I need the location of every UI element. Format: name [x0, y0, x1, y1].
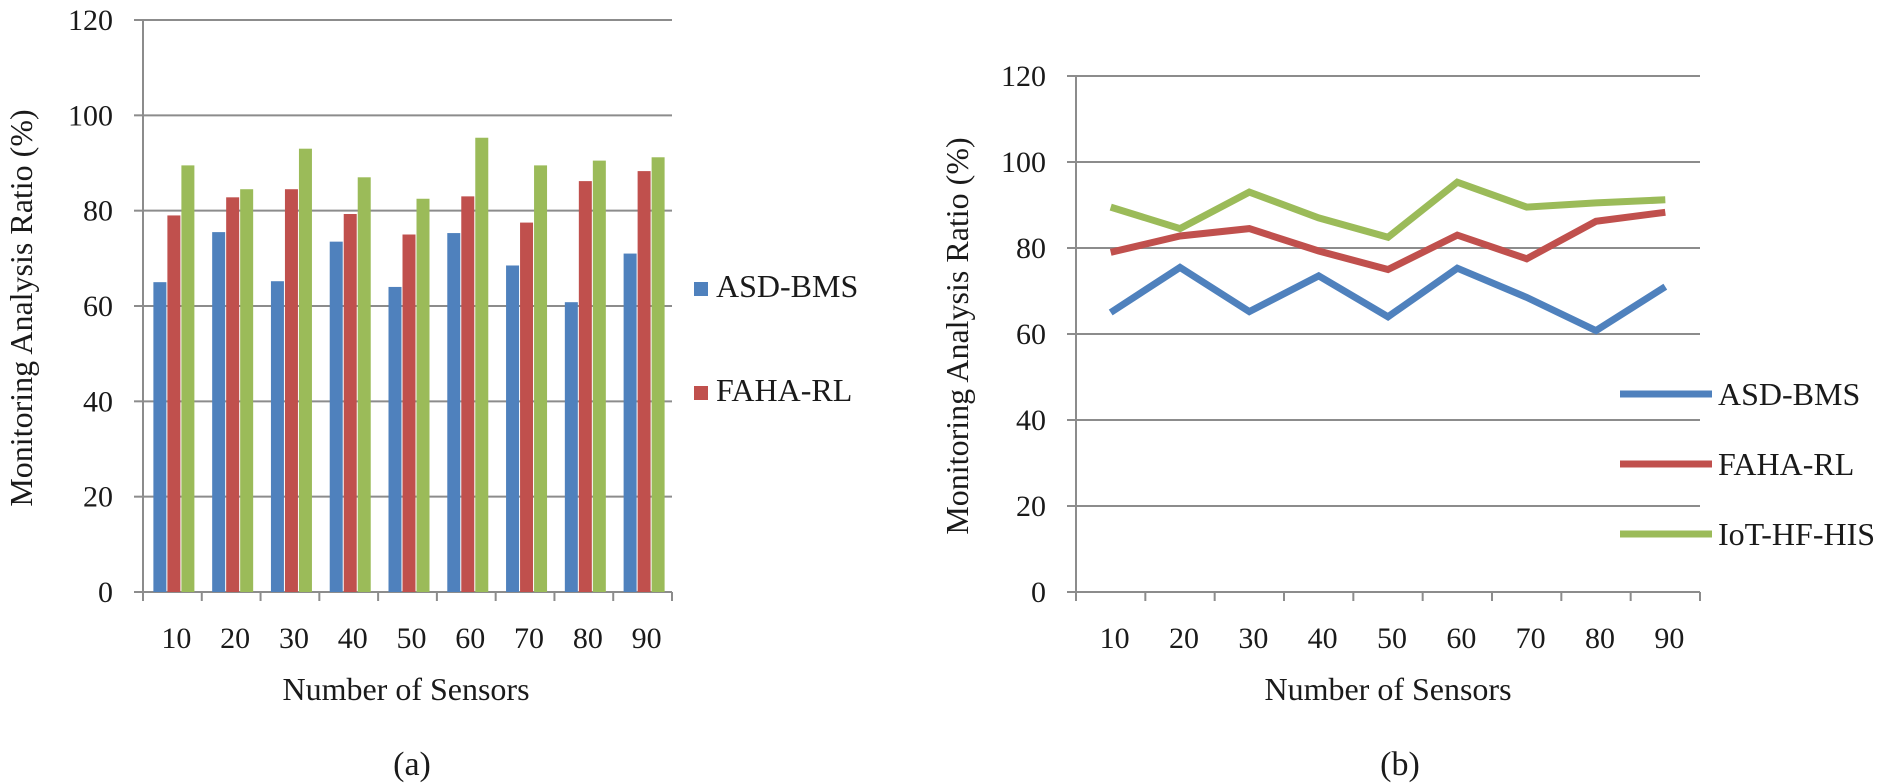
x-tick-label: 90	[632, 622, 662, 655]
y-tick-label: 60	[1016, 318, 1046, 351]
x-tick-label: 60	[1446, 622, 1476, 655]
legend-label: FAHA-RL	[716, 372, 852, 408]
bar	[284, 189, 298, 592]
bar	[298, 148, 312, 592]
legend-label: ASD-BMS	[1718, 376, 1860, 412]
y-tick-label: 60	[83, 290, 113, 323]
y-tick-label: 40	[1016, 404, 1046, 437]
caption-b: (b)	[1380, 746, 1420, 783]
bar	[226, 197, 240, 592]
bar	[461, 196, 475, 592]
x-tick-label: 40	[338, 622, 368, 655]
y-tick-label: 80	[1016, 232, 1046, 265]
bar-chart-a: 0 20 40 60 80 100 120 10 20 30 40 50 60 70 80 90 Number …	[3, 4, 858, 783]
bar	[534, 165, 548, 592]
bar	[212, 232, 226, 592]
bar	[564, 302, 578, 592]
x-tick-label: 70	[514, 622, 544, 655]
x-tick-label: 70	[1516, 622, 1546, 655]
y-tick-label: 40	[83, 385, 113, 418]
bar	[416, 198, 430, 592]
line-chart-b: 0 20 40 60 80 100 120 10 20 30 40 50 60 70 80 90 Number …	[939, 60, 1875, 783]
bar	[167, 215, 181, 592]
bar	[270, 281, 284, 592]
legend-swatch	[694, 386, 708, 400]
y-axis-title: Monitoring Analysis Ratio (%)	[3, 109, 39, 506]
x-tick-label: 40	[1308, 622, 1338, 655]
x-tick-label: 90	[1654, 622, 1684, 655]
bar	[637, 171, 651, 592]
y-tick-label: 120	[68, 4, 113, 37]
bar	[651, 157, 665, 592]
x-tick-label: 20	[220, 622, 250, 655]
bar	[240, 189, 254, 592]
y-tick-label: 100	[68, 99, 113, 132]
x-axis-title: Number of Sensors	[282, 671, 529, 707]
legend-label: IoT-HF-HIS	[1718, 516, 1875, 552]
x-tick-label: 20	[1169, 622, 1199, 655]
legend-swatch	[694, 282, 708, 296]
bar	[447, 233, 461, 592]
legend-label: ASD-BMS	[716, 268, 858, 304]
bar	[475, 137, 489, 592]
caption-a: (a)	[393, 746, 431, 783]
bar	[329, 241, 343, 592]
bar	[181, 165, 195, 592]
y-tick-label: 20	[83, 481, 113, 514]
x-tick-label: 50	[397, 622, 427, 655]
bar	[153, 282, 167, 592]
bar	[388, 286, 402, 592]
y-axis-title: Monitoring Analysis Ratio (%)	[939, 137, 975, 534]
x-axis-title: Number of Sensors	[1264, 671, 1511, 707]
y-tick-label: 20	[1016, 490, 1046, 523]
bar	[578, 181, 592, 592]
series-line	[1108, 263, 1668, 335]
x-tick-label: 30	[279, 622, 309, 655]
x-tick-label: 80	[1585, 622, 1615, 655]
y-tick-label: 100	[1001, 146, 1046, 179]
y-tick-label: 0	[98, 576, 113, 609]
y-tick-label: 120	[1001, 60, 1046, 93]
series-line	[1109, 208, 1666, 274]
x-tick-label: 80	[573, 622, 603, 655]
bar	[592, 160, 606, 592]
x-tick-label: 10	[1100, 622, 1130, 655]
bar	[623, 253, 637, 593]
bar	[357, 177, 371, 593]
legend-label: FAHA-RL	[1718, 446, 1854, 482]
bar	[506, 265, 520, 592]
y-tick-label: 80	[83, 195, 113, 228]
x-tick-label: 30	[1238, 622, 1268, 655]
bar	[402, 234, 416, 592]
x-tick-label: 50	[1377, 622, 1407, 655]
bar	[520, 222, 534, 593]
x-tick-label: 10	[161, 622, 191, 655]
y-tick-label: 0	[1031, 576, 1046, 609]
x-tick-label: 60	[455, 622, 485, 655]
bar	[343, 214, 357, 592]
series-line	[1109, 178, 1666, 242]
